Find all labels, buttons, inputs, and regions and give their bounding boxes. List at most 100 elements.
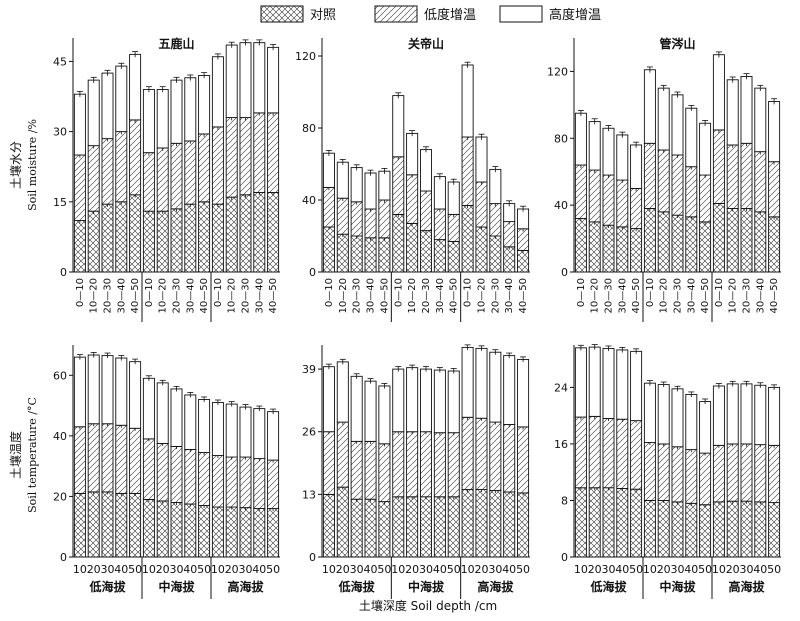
bar-high — [602, 127, 615, 176]
bar-control — [489, 235, 502, 273]
bar-stack — [350, 164, 363, 273]
x-tick-label: 40—50 — [379, 278, 390, 313]
bar-control — [517, 492, 530, 558]
moisture-ylabel-en: Soil moisture /% — [26, 119, 39, 211]
bar-control — [489, 490, 502, 558]
bar-stack — [253, 405, 266, 558]
bar-high — [699, 122, 712, 176]
bar-stack — [156, 86, 169, 273]
bar-control — [73, 492, 86, 558]
x-tick-label: 40 — [364, 563, 378, 576]
bar-stack — [574, 344, 587, 558]
bar-low — [142, 152, 155, 212]
x-tick-label: 10—20 — [158, 278, 169, 313]
bar-stack — [740, 73, 753, 273]
x-tick-label: 20—30 — [742, 278, 753, 313]
bar-control — [712, 203, 725, 273]
bar-control — [433, 496, 446, 558]
bar-stack — [588, 118, 601, 273]
bar-control — [671, 214, 684, 273]
y-tick-label: 40 — [53, 430, 67, 443]
bar-control — [392, 496, 405, 558]
bar-low — [685, 166, 698, 218]
bar-high — [129, 361, 142, 429]
bar-low — [517, 228, 530, 251]
bar-control — [101, 203, 114, 273]
bar-stack — [364, 378, 377, 558]
bar-high — [630, 144, 643, 189]
bar-high — [142, 377, 155, 440]
bar-low — [643, 442, 656, 501]
bar-stack — [87, 352, 100, 558]
bar-stack — [225, 401, 238, 558]
y-tick-label: 8 — [561, 494, 568, 507]
bar-control — [447, 240, 460, 273]
x-tick-label: 10—20 — [407, 278, 418, 313]
bar-high — [184, 394, 197, 450]
bar-low — [461, 416, 474, 490]
bar-control — [253, 191, 266, 273]
panel-title: 关帝山 — [408, 36, 444, 51]
bar-low — [447, 432, 460, 498]
bar-control — [447, 496, 460, 558]
bar-low — [198, 452, 211, 506]
bar-low — [101, 423, 114, 493]
bar-stack — [336, 158, 349, 273]
bar-high — [616, 349, 629, 420]
bar-high — [433, 176, 446, 210]
bar-high — [517, 208, 530, 230]
bar-high — [239, 406, 252, 458]
bar-control — [378, 237, 391, 273]
y-tick-label: 60 — [53, 369, 67, 382]
bar-stack — [420, 146, 432, 273]
bar-low — [350, 201, 363, 237]
y-tick-label: 0 — [561, 266, 568, 279]
bar-high — [768, 101, 781, 163]
moisture-row-label: 土壤水分 Soil moisture /% — [8, 119, 39, 211]
x-tick-label: 20—30 — [490, 278, 501, 313]
x-tick-label: 20—30 — [604, 278, 615, 313]
bar-stack — [685, 104, 698, 273]
bar-low — [267, 112, 280, 193]
bar-control — [740, 500, 753, 558]
bar-low — [378, 199, 391, 239]
x-tick-label: 30—40 — [366, 278, 377, 313]
bar-control — [461, 204, 474, 273]
bar-high — [184, 77, 197, 142]
x-tick-label: 30—40 — [185, 278, 196, 313]
x-tick-label: 40—50 — [199, 278, 210, 313]
bar-control — [420, 496, 432, 558]
x-tick-label: 20 — [588, 563, 602, 576]
x-tick-label: 40—50 — [268, 278, 279, 313]
bar-stack — [685, 391, 698, 558]
bar-high — [142, 89, 155, 154]
bar-control — [657, 211, 670, 273]
bar-high — [503, 355, 516, 425]
bar-stack — [643, 66, 656, 273]
bar-high — [630, 350, 643, 422]
bar-control — [129, 492, 142, 558]
y-tick-label: 0 — [309, 266, 316, 279]
bar-low — [768, 161, 781, 218]
x-tick-label: 20—30 — [172, 278, 183, 313]
bar-stack — [726, 76, 739, 273]
x-tick-label: 10—20 — [89, 278, 100, 313]
x-tick-label: 10 — [461, 563, 475, 576]
bar-low — [87, 145, 100, 212]
x-tick-label: 40 — [433, 563, 447, 576]
x-tick-label: 30 — [602, 563, 616, 576]
bar-high — [685, 107, 698, 168]
bar-high — [170, 388, 183, 447]
bar-high — [643, 382, 656, 443]
y-tick-label: 80 — [302, 122, 316, 135]
bar-high — [73, 356, 86, 428]
bar-control — [685, 502, 698, 558]
bar-low — [671, 154, 684, 216]
group-label: 中海拔 — [659, 579, 696, 594]
bar-stack — [406, 130, 419, 273]
bar-high — [253, 42, 266, 114]
y-tick-label: 39 — [302, 363, 316, 376]
x-tick-label: 0—10 — [645, 278, 656, 307]
x-tick-label: 10 — [643, 563, 657, 576]
